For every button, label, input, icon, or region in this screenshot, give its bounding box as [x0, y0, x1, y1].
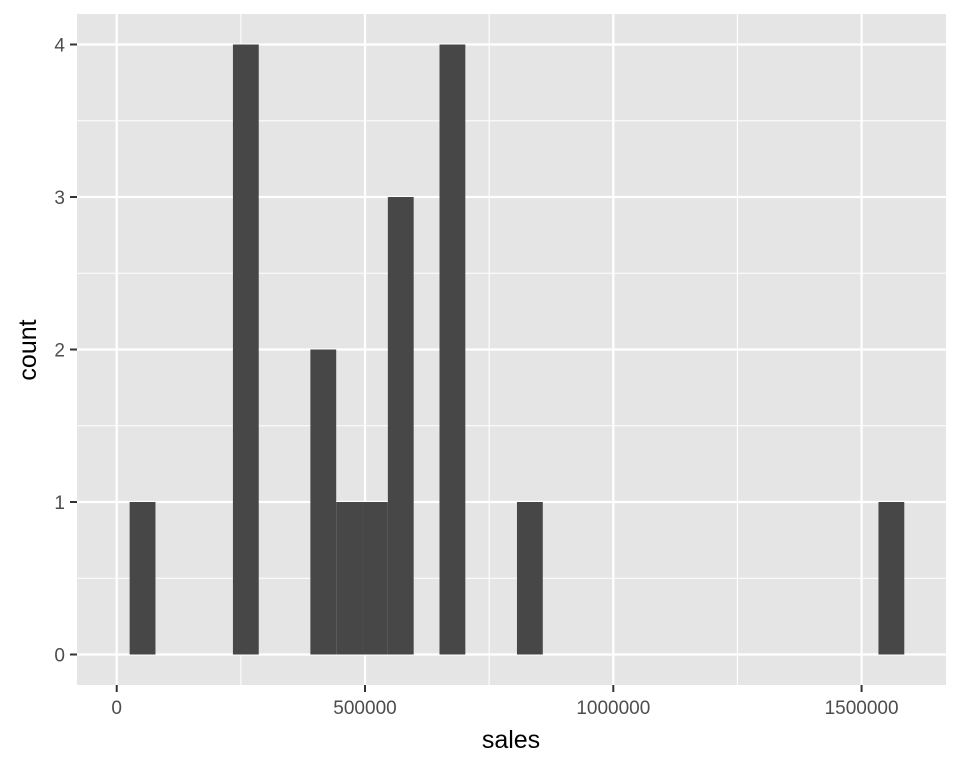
histogram-bar — [387, 197, 414, 655]
histogram-bar — [310, 349, 337, 655]
x-axis-ticks: 0 500000 1000000 1500000 — [111, 685, 899, 719]
x-tick-label: 500000 — [333, 698, 396, 719]
x-axis-title: sales — [482, 726, 540, 754]
histogram-bar — [129, 502, 156, 655]
major-gridlines — [77, 14, 946, 685]
histogram-bar — [336, 502, 363, 655]
x-tick-label: 1000000 — [576, 698, 650, 719]
y-tick-label: 0 — [54, 646, 65, 667]
x-tick-label: 0 — [111, 698, 122, 719]
histogram-bar — [516, 502, 543, 655]
histogram-bar — [878, 502, 905, 655]
histogram-bar — [362, 502, 388, 655]
y-tick-label: 2 — [54, 341, 65, 362]
y-tick-label: 4 — [54, 36, 65, 57]
y-axis-title: count — [14, 319, 42, 380]
histogram-bar — [232, 44, 259, 655]
x-tick-label: 1500000 — [825, 698, 899, 719]
y-axis-ticks: 0 1 2 3 4 — [54, 36, 77, 667]
y-tick-label: 3 — [54, 188, 65, 209]
histogram-bar — [439, 44, 466, 655]
y-tick-label: 1 — [54, 493, 65, 514]
histogram-bars — [129, 44, 905, 655]
